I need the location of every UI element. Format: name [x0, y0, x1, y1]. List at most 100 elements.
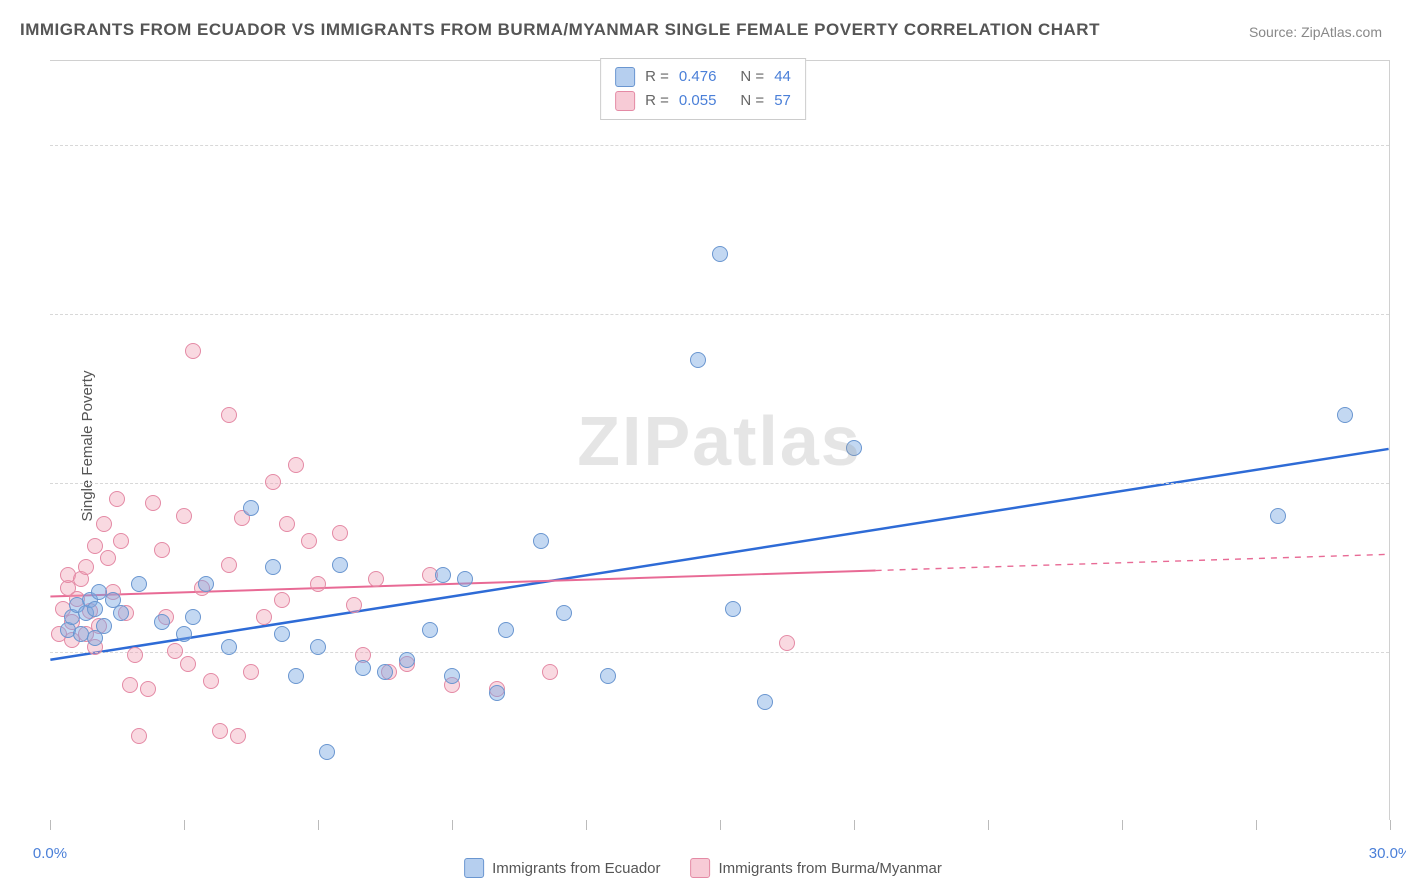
legend-swatch — [615, 91, 635, 111]
data-point — [109, 491, 125, 507]
data-point — [444, 668, 460, 684]
data-point — [176, 508, 192, 524]
gridline-h — [50, 314, 1389, 315]
legend-item: Immigrants from Burma/Myanmar — [691, 858, 942, 878]
data-point — [185, 343, 201, 359]
legend-N-label: N = — [740, 65, 764, 89]
data-point — [310, 576, 326, 592]
legend-row: R = 0.055 N = 57 — [615, 89, 791, 113]
data-point — [212, 723, 228, 739]
correlation-legend: R = 0.476 N = 44 R = 0.055 N = 57 — [600, 58, 806, 120]
x-tick-label: 0.0% — [33, 845, 67, 862]
x-tick-mark — [184, 820, 185, 830]
data-point — [1337, 407, 1353, 423]
legend-item: Immigrants from Ecuador — [464, 858, 660, 878]
y-tick-label: 40.0% — [1395, 475, 1406, 492]
x-tick-mark — [586, 820, 587, 830]
data-point — [265, 559, 281, 575]
legend-R-value: 0.055 — [679, 89, 717, 113]
data-point — [243, 500, 259, 516]
data-point — [87, 538, 103, 554]
data-point — [542, 664, 558, 680]
data-point — [1270, 508, 1286, 524]
data-point — [422, 622, 438, 638]
data-point — [131, 728, 147, 744]
data-point — [498, 622, 514, 638]
data-point — [533, 533, 549, 549]
data-point — [399, 652, 415, 668]
data-point — [690, 352, 706, 368]
x-tick-mark — [1390, 820, 1391, 830]
data-point — [180, 656, 196, 672]
data-point — [457, 571, 473, 587]
data-point — [332, 525, 348, 541]
trendline-dashed — [876, 554, 1389, 570]
legend-row: R = 0.476 N = 44 — [615, 65, 791, 89]
data-point — [145, 495, 161, 511]
legend-R-label: R = — [645, 65, 669, 89]
data-point — [757, 694, 773, 710]
x-tick-mark — [318, 820, 319, 830]
data-point — [355, 660, 371, 676]
gridline-h — [50, 652, 1389, 653]
data-point — [265, 474, 281, 490]
data-point — [100, 550, 116, 566]
data-point — [127, 647, 143, 663]
data-point — [279, 516, 295, 532]
y-tick-label: 20.0% — [1395, 644, 1406, 661]
legend-R-value: 0.476 — [679, 65, 717, 89]
x-tick-mark — [1122, 820, 1123, 830]
data-point — [221, 407, 237, 423]
legend-series-label: Immigrants from Burma/Myanmar — [719, 860, 942, 877]
data-point — [198, 576, 214, 592]
data-point — [846, 440, 862, 456]
data-point — [113, 533, 129, 549]
trendline — [50, 449, 1388, 660]
data-point — [78, 559, 94, 575]
data-point — [122, 677, 138, 693]
legend-R-label: R = — [645, 89, 669, 113]
data-point — [113, 605, 129, 621]
data-point — [221, 639, 237, 655]
data-point — [274, 626, 290, 642]
x-tick-label: 30.0% — [1369, 845, 1406, 862]
data-point — [96, 516, 112, 532]
data-point — [377, 664, 393, 680]
y-tick-label: 80.0% — [1395, 137, 1406, 154]
x-tick-mark — [50, 820, 51, 830]
x-tick-mark — [720, 820, 721, 830]
trendline-layer — [50, 61, 1389, 820]
scatter-plot-area: ZIPatlas 20.0%40.0%60.0%80.0%0.0%30.0% — [50, 60, 1390, 820]
data-point — [600, 668, 616, 684]
gridline-h — [50, 483, 1389, 484]
legend-N-label: N = — [740, 89, 764, 113]
data-point — [288, 457, 304, 473]
data-point — [140, 681, 156, 697]
data-point — [221, 557, 237, 573]
data-point — [319, 744, 335, 760]
data-point — [131, 576, 147, 592]
data-point — [332, 557, 348, 573]
legend-N-value: 44 — [774, 65, 791, 89]
data-point — [203, 673, 219, 689]
legend-N-value: 57 — [774, 89, 791, 113]
source-label: Source: ZipAtlas.com — [1249, 24, 1382, 40]
data-point — [301, 533, 317, 549]
data-point — [167, 643, 183, 659]
data-point — [725, 601, 741, 617]
data-point — [346, 597, 362, 613]
gridline-h — [50, 145, 1389, 146]
data-point — [288, 668, 304, 684]
x-tick-mark — [988, 820, 989, 830]
x-tick-mark — [1256, 820, 1257, 830]
watermark-text: ZIPatlas — [577, 401, 861, 481]
y-tick-label: 60.0% — [1395, 306, 1406, 323]
x-tick-mark — [854, 820, 855, 830]
series-legend: Immigrants from Ecuador Immigrants from B… — [464, 858, 942, 878]
data-point — [154, 614, 170, 630]
data-point — [243, 664, 259, 680]
data-point — [310, 639, 326, 655]
legend-series-label: Immigrants from Ecuador — [492, 860, 660, 877]
data-point — [274, 592, 290, 608]
data-point — [368, 571, 384, 587]
